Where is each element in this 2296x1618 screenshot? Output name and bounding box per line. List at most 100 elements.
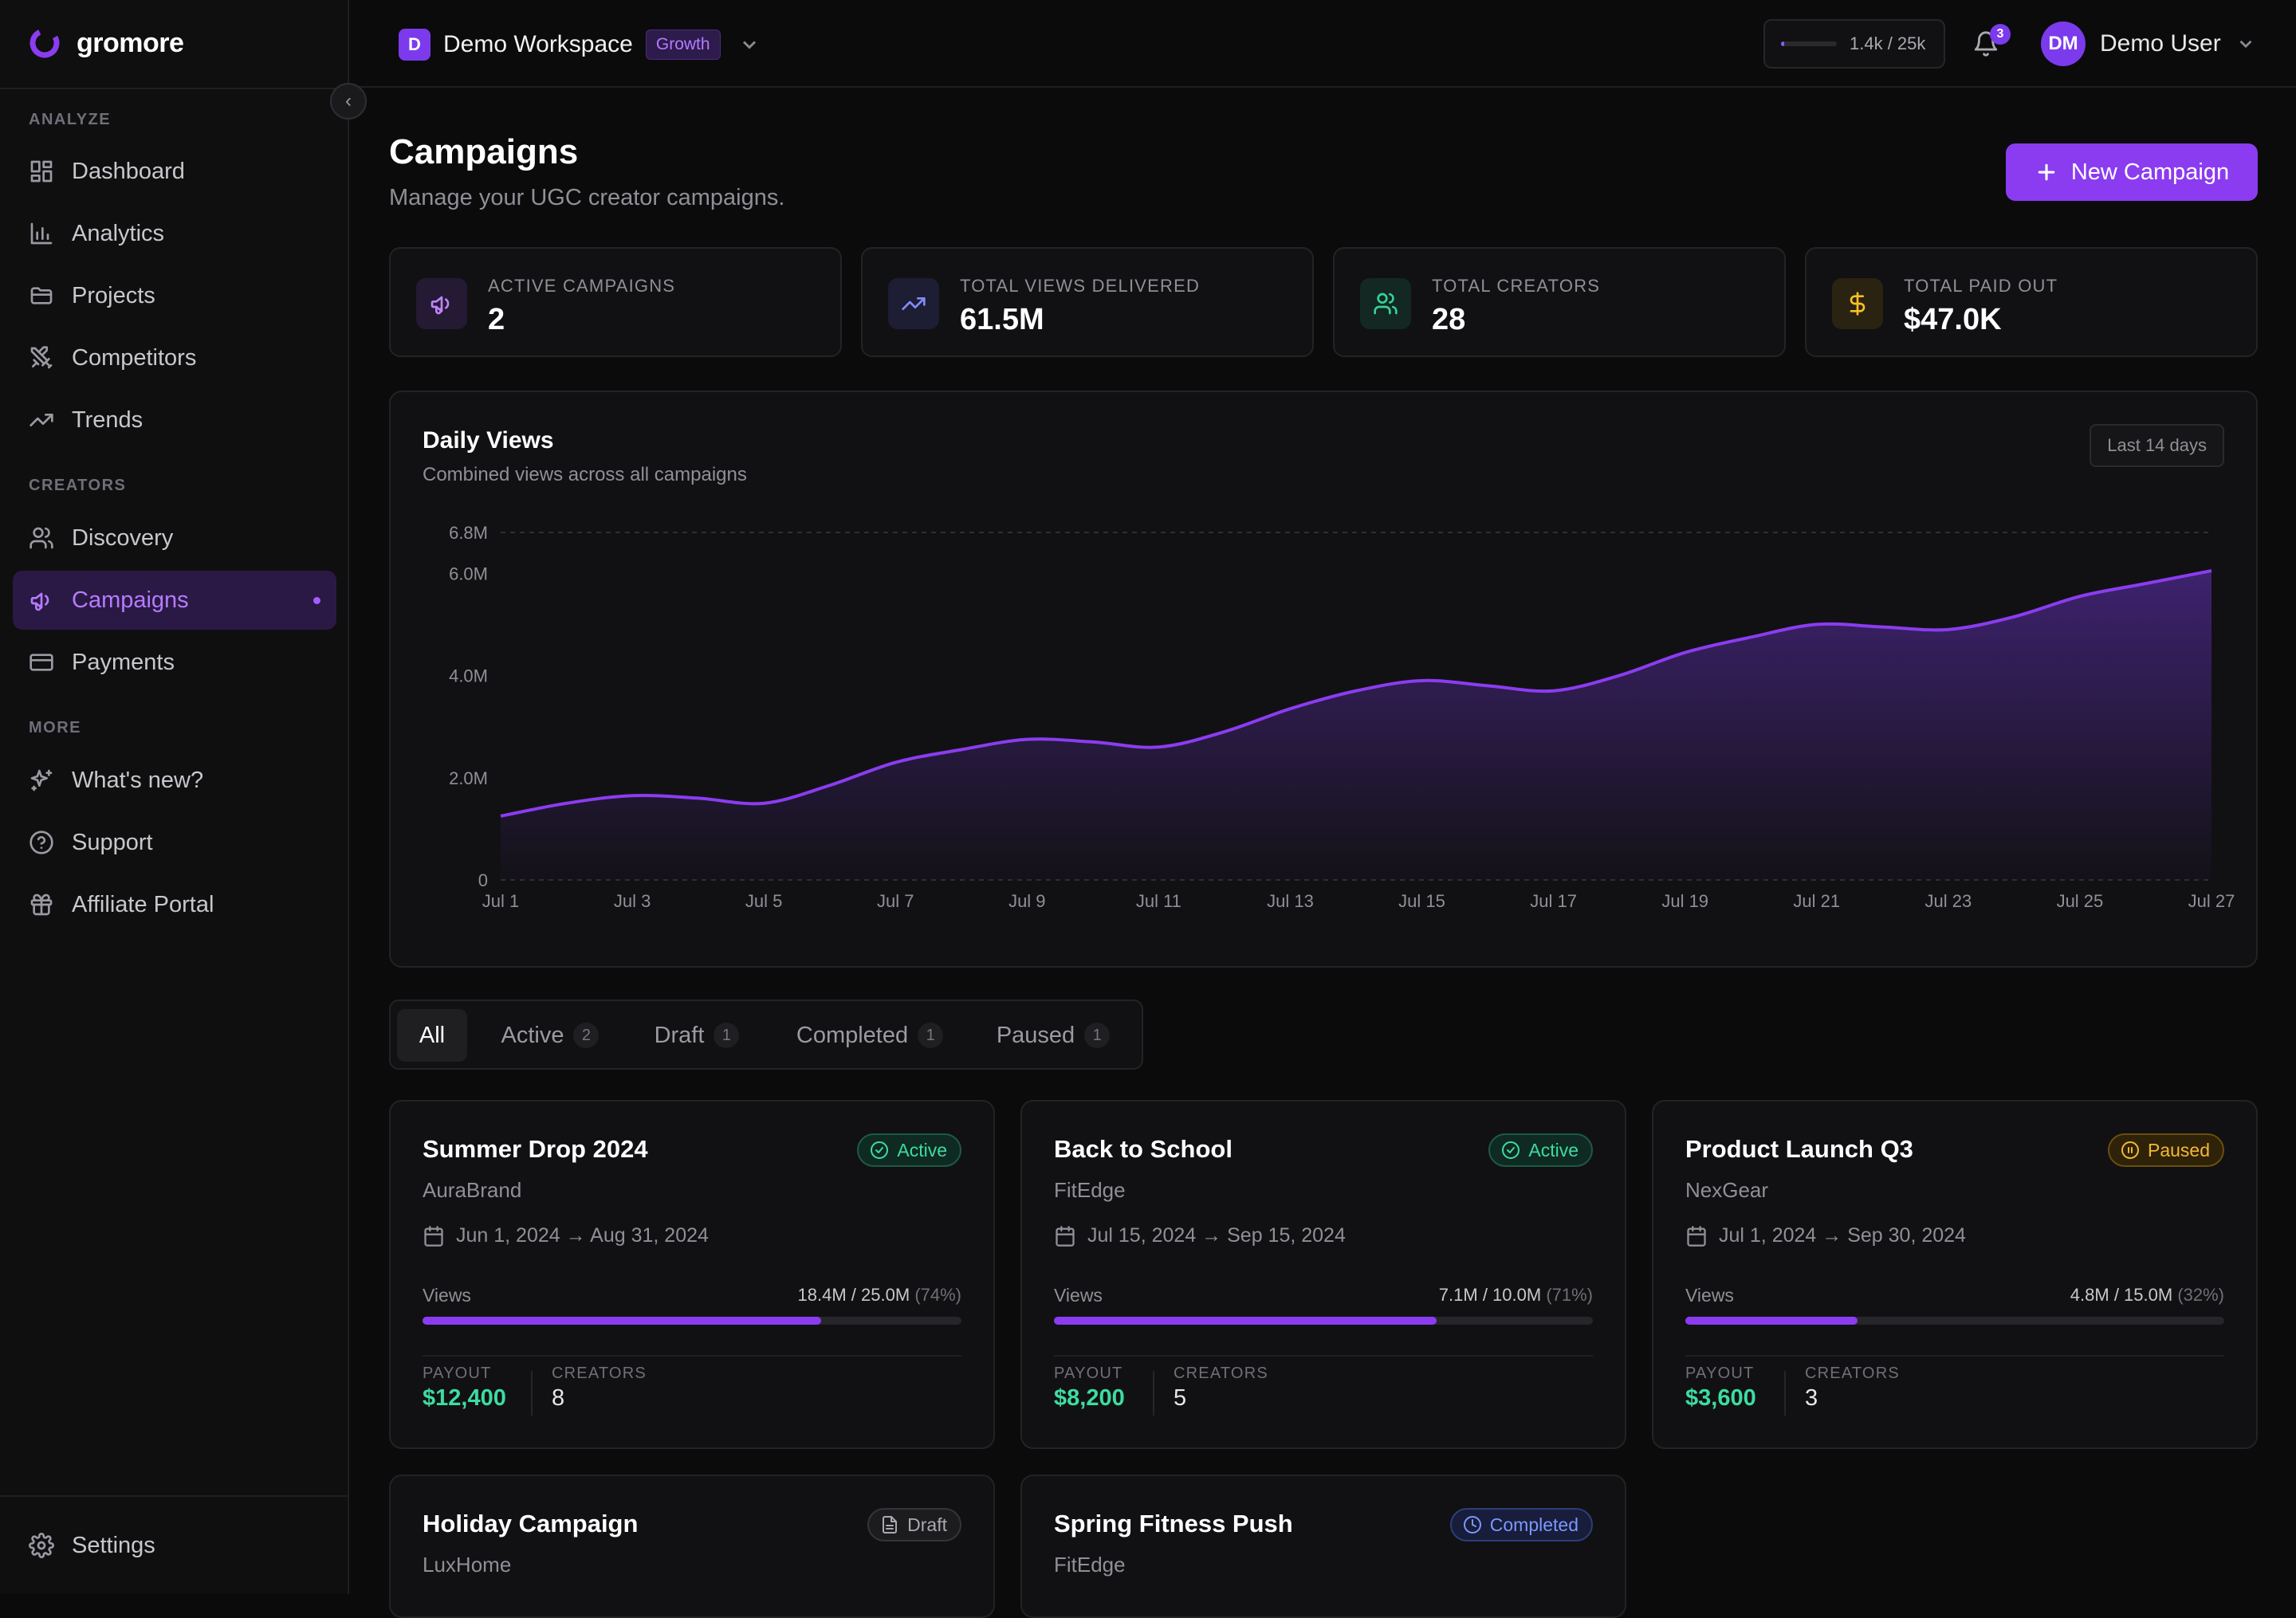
tab-completed[interactable]: Completed 1: [781, 1009, 958, 1062]
sidebar-item-competitors[interactable]: Competitors: [13, 328, 336, 387]
sidebar-item-whats-new[interactable]: What's new?: [13, 751, 336, 810]
x-tick-label: Jul 25: [2057, 891, 2104, 911]
bell-icon: [1974, 31, 1998, 57]
creators-value: 3: [1805, 1385, 1818, 1411]
views-percent: (32%): [2177, 1285, 2224, 1305]
views-count: 4.8M / 15.0M: [2070, 1285, 2173, 1305]
divider: [1784, 1371, 1786, 1416]
divider: [531, 1371, 533, 1416]
collapse-sidebar-button[interactable]: ‹: [330, 83, 367, 120]
sidebar-item-label: Discovery: [72, 524, 174, 551]
trending-up-icon: [902, 297, 926, 310]
user-name: Demo User: [2100, 30, 2221, 57]
tab-all[interactable]: All: [397, 1009, 467, 1062]
tab-label: Paused: [996, 1022, 1075, 1048]
sidebar-item-settings[interactable]: Settings: [13, 1516, 336, 1575]
trending-up-icon: [29, 414, 53, 426]
sidebar-item-analytics[interactable]: Analytics: [13, 204, 336, 263]
campaign-title: Holiday Campaign: [423, 1510, 639, 1537]
help-circle-icon: [29, 831, 53, 854]
campaign-brand: FitEdge: [1054, 1553, 1126, 1577]
check-circle-icon: [1502, 1141, 1520, 1159]
campaign-brand: NexGear: [1685, 1178, 1769, 1202]
dollar-icon: [1850, 292, 1866, 316]
status-label: Draft: [907, 1514, 947, 1535]
views-progress-bar: [1685, 1317, 2224, 1325]
sidebar-item-discovery[interactable]: Discovery: [13, 509, 336, 567]
usage-meter[interactable]: 1.4k / 25k: [1763, 19, 1945, 69]
views-label: Views: [423, 1285, 471, 1306]
megaphone-icon: [431, 296, 450, 315]
views-progress-bar: [423, 1317, 961, 1325]
campaign-card[interactable]: Spring Fitness Push Completed FitEdge: [1020, 1475, 1626, 1618]
x-tick-label: Jul 13: [1267, 891, 1314, 911]
campaign-card[interactable]: Back to School Active FitEdge Jul 15, 20…: [1020, 1100, 1626, 1449]
sidebar-item-projects[interactable]: Projects: [13, 266, 336, 325]
sidebar-item-label: Trends: [72, 406, 144, 433]
chart-series-line: [500, 569, 2212, 818]
x-tick-label: Jul 11: [1136, 891, 1181, 911]
status-label: Active: [1528, 1139, 1578, 1160]
workspace-avatar: D: [399, 29, 431, 61]
campaign-title: Spring Fitness Push: [1054, 1510, 1293, 1537]
chart-area-fill: [501, 571, 2211, 880]
chevron-down-icon: [2239, 40, 2252, 49]
brand[interactable]: gromore: [29, 27, 184, 59]
tab-paused[interactable]: Paused 1: [979, 1009, 1127, 1062]
sidebar-item-label: Settings: [72, 1532, 155, 1558]
payout-label: PAYOUT: [1685, 1365, 1755, 1382]
sidebar-item-affiliate-portal[interactable]: Affiliate Portal: [13, 875, 336, 934]
stat-icon-box: [1832, 278, 1883, 329]
payout-value: $3,600: [1685, 1385, 1756, 1411]
campaign-card[interactable]: Summer Drop 2024 Active AuraBrand Jun 1,…: [389, 1100, 995, 1449]
megaphone-icon: [30, 592, 49, 611]
user-menu[interactable]: DM Demo User: [2041, 22, 2256, 66]
sidebar-item-payments[interactable]: Payments: [13, 633, 336, 692]
views-percent: (71%): [1546, 1285, 1593, 1305]
x-tick-label: Jul 17: [1530, 891, 1577, 911]
bar-chart-icon: [30, 222, 53, 245]
creators-label: CREATORS: [1805, 1365, 1900, 1382]
y-tick-label: 2.0M: [449, 768, 488, 788]
campaign-brand: AuraBrand: [423, 1178, 522, 1202]
tab-draft[interactable]: Draft 1: [641, 1009, 753, 1062]
file-text-icon: [883, 1516, 898, 1534]
stat-value: $47.0K: [1904, 303, 2002, 336]
date-range-selector[interactable]: Last 14 days: [2090, 424, 2224, 467]
views-value: 4.8M / 15.0M (32%): [2070, 1285, 2224, 1306]
campaign-dates: Jul 15, 2024 → Sep 15, 2024: [1054, 1224, 1346, 1247]
stat-label: TOTAL PAID OUT: [1904, 276, 2058, 296]
topbar: D Demo Workspace Growth 1.4k / 25k 3 DM …: [351, 0, 2296, 88]
new-campaign-button[interactable]: New Campaign: [2006, 143, 2258, 201]
stat-value: 28: [1432, 303, 1466, 336]
new-campaign-label: New Campaign: [2070, 159, 2230, 185]
status-label: Paused: [2147, 1139, 2210, 1160]
status-badge: Draft: [867, 1508, 961, 1541]
avatar: DM: [2041, 22, 2086, 66]
campaign-card[interactable]: Holiday Campaign Draft LuxHome: [389, 1475, 995, 1618]
stat-card-total-views: TOTAL VIEWS DELIVERED 61.5M: [861, 247, 1314, 357]
chart-title: Daily Views: [423, 427, 554, 454]
sidebar-item-trends[interactable]: Trends: [13, 391, 336, 450]
stat-card-total-paid-out: TOTAL PAID OUT $47.0K: [1805, 247, 2258, 357]
divider: [423, 1355, 961, 1357]
stat-icon-box: [416, 278, 467, 329]
sidebar-item-campaigns[interactable]: Campaigns: [13, 571, 336, 630]
notifications-button[interactable]: 3: [1972, 24, 2011, 59]
sidebar-item-dashboard[interactable]: Dashboard: [13, 142, 336, 201]
workspace-switcher[interactable]: D Demo Workspace Growth: [399, 29, 761, 61]
sidebar-item-label: Dashboard: [72, 158, 185, 184]
calendar-icon: [424, 1225, 443, 1247]
active-indicator-dot: [313, 596, 320, 604]
sidebar-item-support[interactable]: Support: [13, 813, 336, 872]
campaign-card[interactable]: Product Launch Q3 Paused NexGear Jul 1, …: [1652, 1100, 2258, 1449]
divider: [1685, 1355, 2224, 1357]
stat-card-active-campaigns: ACTIVE CAMPAIGNS 2: [389, 247, 842, 357]
views-progress-fill: [1054, 1317, 1437, 1325]
tab-active[interactable]: Active 2: [486, 1009, 614, 1062]
payout-label: PAYOUT: [423, 1365, 492, 1382]
x-tick-label: Jul 7: [877, 891, 914, 911]
section-label-more: MORE: [29, 719, 81, 736]
views-label: Views: [1054, 1285, 1103, 1306]
sidebar-item-label: Payments: [72, 649, 175, 675]
